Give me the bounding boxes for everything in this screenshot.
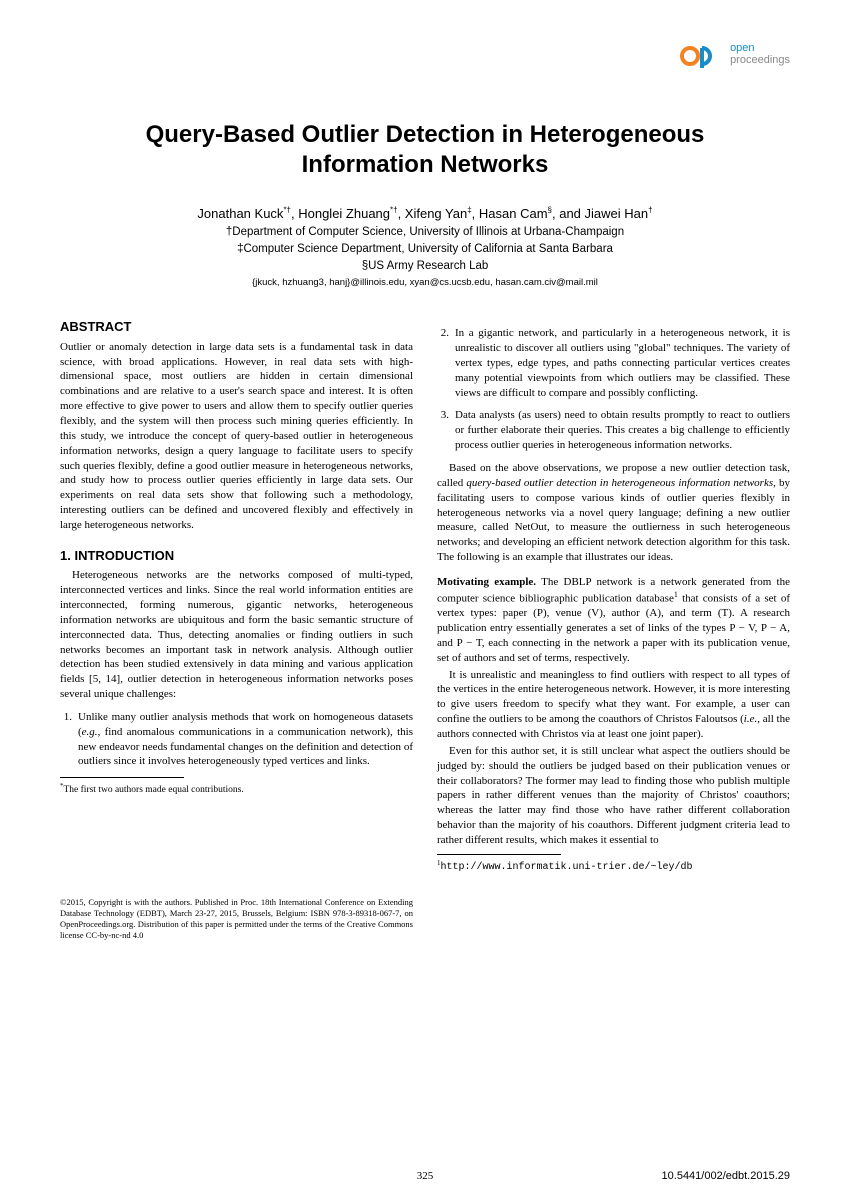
list-number: 3. [437, 408, 455, 453]
logo-text: open proceedings [730, 42, 790, 66]
paper-title: Query-Based Outlier Detection in Heterog… [60, 120, 790, 180]
footnote-equal-contrib: *The first two authors made equal contri… [60, 782, 413, 797]
challenge-item-3: 3. Data analysts (as users) need to obta… [437, 408, 790, 453]
list-body: In a gigantic network, and particularly … [455, 326, 790, 400]
col2-para-unrealistic: It is unrealistic and meaningless to fin… [437, 668, 790, 742]
copyright-block: ©2015, Copyright is with the authors. Pu… [60, 897, 413, 941]
list-body: Data analysts (as users) need to obtain … [455, 408, 790, 453]
affiliation-2: ‡Computer Science Department, University… [60, 241, 790, 258]
left-column: ABSTRACT Outlier or anomaly detection in… [60, 318, 413, 941]
doi: 10.5441/002/edbt.2015.29 [662, 1170, 790, 1182]
logo-line1: open [730, 42, 790, 54]
intro-p1: Heterogeneous networks are the networks … [60, 568, 413, 702]
emails: {jkuck, hzhuang3, hanj}@illinois.edu, xy… [60, 277, 790, 288]
list-body: Unlike many outlier analysis methods tha… [78, 710, 413, 769]
intro-heading: 1. INTRODUCTION [60, 547, 413, 565]
two-column-body: ABSTRACT Outlier or anomaly detection in… [60, 318, 790, 941]
right-column: 2. In a gigantic network, and particular… [437, 318, 790, 941]
challenge-item-2: 2. In a gigantic network, and particular… [437, 326, 790, 400]
logo-line2: proceedings [730, 54, 790, 66]
challenge-item-1: 1. Unlike many outlier analysis methods … [60, 710, 413, 769]
col2-para-proposal: Based on the above observations, we prop… [437, 461, 790, 565]
abstract-heading: ABSTRACT [60, 318, 413, 336]
footnote-rule-right [437, 854, 561, 855]
page-number: 325 [417, 1170, 434, 1182]
list-number: 1. [60, 710, 78, 769]
footnote-url: 1http://www.informatik.uni-trier.de/~ley… [437, 859, 790, 874]
list-number: 2. [437, 326, 455, 400]
abstract-text: Outlier or anomaly detection in large da… [60, 340, 413, 533]
authors-line: Jonathan Kuck*†, Honglei Zhuang*†, Xifen… [60, 204, 790, 224]
motivating-example: Motivating example. The DBLP network is … [437, 575, 790, 666]
affiliation-3: §US Army Research Lab [60, 258, 790, 275]
affiliation-1: †Department of Computer Science, Univers… [60, 224, 790, 241]
open-proceedings-logo: open proceedings [680, 40, 790, 68]
footnote-rule [60, 777, 184, 778]
op-logo-icon [680, 40, 724, 68]
col2-para-aspect: Even for this author set, it is still un… [437, 744, 790, 848]
